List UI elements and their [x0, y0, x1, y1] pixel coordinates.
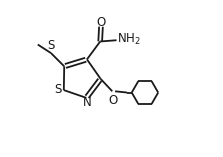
Text: S: S [47, 39, 54, 52]
Text: S: S [55, 83, 62, 96]
Text: N: N [83, 96, 92, 109]
Text: O: O [97, 16, 106, 29]
Text: O: O [108, 94, 118, 107]
Text: NH$_2$: NH$_2$ [117, 32, 140, 47]
